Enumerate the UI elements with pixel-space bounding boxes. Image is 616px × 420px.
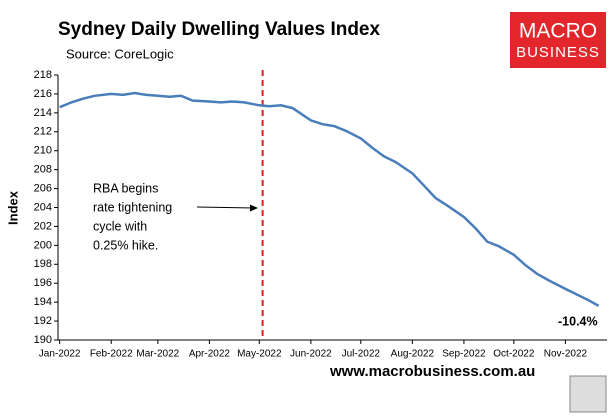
y-tick-label: 216 xyxy=(34,88,52,100)
x-tick-label: Aug-2022 xyxy=(391,349,435,360)
chart-title: Sydney Daily Dwelling Values Index xyxy=(58,19,380,40)
y-tick-label: 200 xyxy=(34,239,52,251)
y-tick-label: 196 xyxy=(34,277,52,289)
annotation-text: cycle with xyxy=(93,219,147,233)
annotation-text: RBA begins xyxy=(93,181,158,195)
x-tick-label: Jul-2022 xyxy=(342,349,381,360)
x-tick-label: Feb-2022 xyxy=(90,349,133,360)
footer: www.macrobusiness.com.au xyxy=(329,363,535,380)
y-tick-label: 212 xyxy=(34,126,52,138)
y-tick-label: 210 xyxy=(34,145,52,157)
x-tick-label: Nov-2022 xyxy=(544,349,588,360)
x-tick-label: Oct-2022 xyxy=(493,349,535,360)
y-tick-label: 204 xyxy=(34,201,52,213)
y-tick-label: 214 xyxy=(34,107,52,119)
logo-text: MACRO xyxy=(519,20,597,43)
x-tick-label: Apr-2022 xyxy=(189,349,231,360)
x-tick-label: Jun-2022 xyxy=(290,349,332,360)
y-tick-label: 194 xyxy=(34,296,52,308)
x-tick-label: May-2022 xyxy=(237,349,282,360)
x-tick-label: Sep-2022 xyxy=(442,349,486,360)
y-tick-label: 192 xyxy=(34,315,52,327)
end-label: -10.4% xyxy=(558,314,598,328)
series-line xyxy=(59,91,600,307)
y-tick-label: 190 xyxy=(34,334,52,346)
y-tick-label: 218 xyxy=(34,69,52,81)
y-axis-label: Index xyxy=(5,190,20,225)
chart-subtitle: Source: CoreLogic xyxy=(66,46,174,61)
annotation-text: rate tightening xyxy=(93,200,172,214)
y-tick-label: 208 xyxy=(34,164,52,176)
y-tick-label: 202 xyxy=(34,220,52,232)
x-tick-label: Mar-2022 xyxy=(136,349,179,360)
y-tick-label: 198 xyxy=(34,258,52,270)
annotation-arrow xyxy=(196,206,255,209)
logo-box xyxy=(510,12,606,68)
annotation-text: 0.25% hike. xyxy=(93,238,158,252)
logo-text: BUSINESS xyxy=(516,44,600,61)
wolf-icon xyxy=(569,375,607,413)
annotation-arrowhead xyxy=(250,204,258,212)
x-tick-label: Jan-2022 xyxy=(39,349,81,360)
y-tick-label: 206 xyxy=(34,182,52,194)
